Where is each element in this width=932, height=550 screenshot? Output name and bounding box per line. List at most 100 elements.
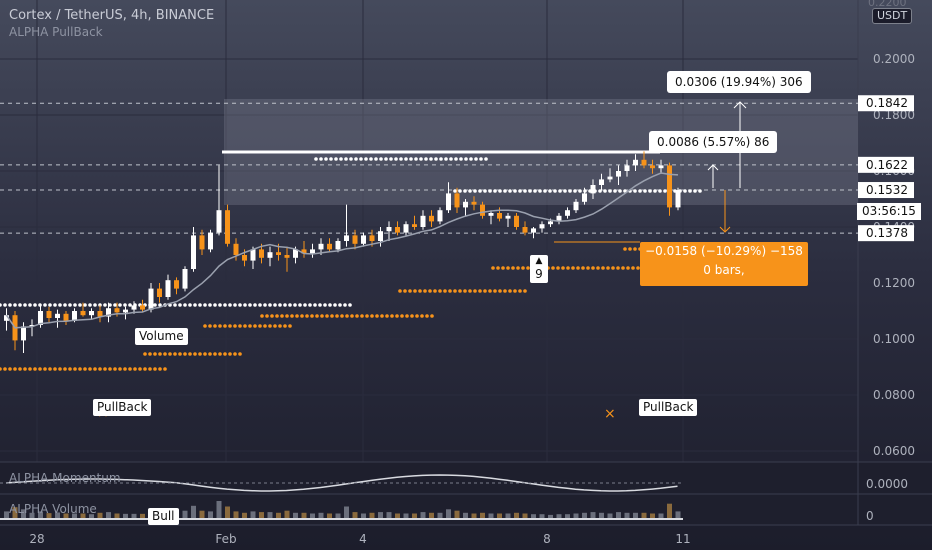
volume-bar [616,512,621,519]
candle-body [327,243,332,250]
orange-dots [270,314,274,318]
orange-dots [128,367,132,371]
volume-pane [0,494,932,525]
momentum-axis-label: 0.0000 [866,477,908,491]
volume-bar [199,510,205,519]
orange-dots [103,367,107,371]
resistance-dots-2 [523,189,527,193]
orange-dots [93,367,97,371]
orange-dots [410,314,414,318]
support-dots-left [238,303,242,307]
orange-dots [493,289,497,293]
orange-dots [521,266,525,270]
bull-label: Bull [148,508,179,525]
volume-bar [650,513,655,519]
orange-dots [153,352,157,356]
orange-dots [275,314,279,318]
orange-dots [178,352,182,356]
orange-dots [13,367,17,371]
measure-label-up: 0.0306 (19.94%) 306 [667,71,811,93]
support-dots-left [243,303,247,307]
volume-bar [80,513,86,519]
candle-body [420,215,426,227]
orange-dots [596,266,600,270]
orange-dots [478,289,482,293]
candle-body [199,235,205,250]
price-tick: 0.2000 [873,52,915,66]
orange-dots [428,289,432,293]
candle-body [446,193,451,211]
candle-body [46,311,52,318]
orange-dots [143,352,147,356]
volume-bar [12,507,18,519]
resistance-dots-2 [488,189,492,193]
support-dots-left [223,303,227,307]
support-dots-left [313,303,317,307]
volume-bar [522,513,528,519]
volume-bar [38,511,43,519]
volume-bar [216,501,222,519]
orange-dots [330,314,334,318]
orange-dots [355,314,359,318]
candle-body [505,215,511,219]
orange-dots [395,314,399,318]
candle-body [242,255,247,261]
orange-dots [148,367,152,371]
volume-bar [590,512,596,519]
measure-down-line1: −0.0158 (−10.29%) −158 [645,244,803,258]
support-dots-left [28,303,32,307]
orange-dots [430,314,434,318]
candle-body [667,165,672,208]
resistance-dots [409,157,413,161]
resistance-dots-2 [698,189,702,193]
orange-dots [193,352,197,356]
orange-dots [606,266,610,270]
resistance-dots-2 [648,189,652,193]
orange-dots [496,266,500,270]
orange-dots [571,266,575,270]
support-dots-left [78,303,82,307]
candle-body [633,159,638,166]
volume-bar [140,513,145,519]
support-dots-left [348,303,352,307]
orange-dots [295,314,299,318]
pullback-label-left: PullBack [93,399,152,416]
resistance-dots-2 [643,189,647,193]
orange-dots [400,314,404,318]
volume-bar [675,511,681,519]
volume-bar [233,511,239,519]
volume-bar [369,512,375,519]
support-dots-left [43,303,47,307]
volume-bar [599,512,604,519]
volume-bar [497,513,502,519]
orange-dots [208,352,212,356]
orange-dots [375,314,379,318]
candle-body [21,326,26,341]
support-dots-left [33,303,37,307]
resistance-dots [479,157,483,161]
candle-body [488,213,494,216]
candle-body [191,235,196,269]
orange-dots [68,367,72,371]
resistance-dots-2 [463,189,467,193]
momentum-line [5,474,678,492]
candle-body [89,311,94,316]
volume-bar [412,513,417,519]
orange-dots [591,266,595,270]
volume-bar [633,512,638,519]
resistance-dots-2 [493,189,497,193]
candle-body [97,311,103,317]
resistance-dots-2 [458,189,462,193]
orange-dots [473,289,477,293]
orange-dots [213,352,217,356]
candle-body [361,235,366,244]
volume-bar [607,513,613,519]
volume-bar [267,512,273,519]
resistance-dots [319,157,323,161]
orange-dots [628,247,632,251]
volume-bar [429,512,434,519]
candle-body [675,190,681,208]
volume-bar [420,512,426,519]
currency-selector[interactable]: USDT [872,8,913,24]
support-dots-left [228,303,232,307]
